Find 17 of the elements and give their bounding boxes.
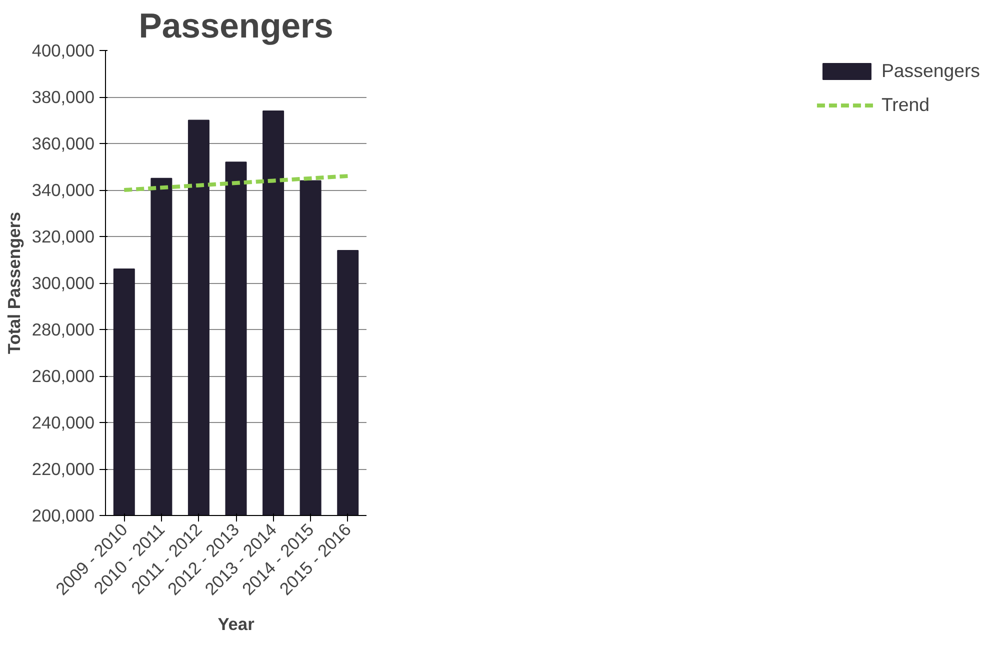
legend-label: Passengers	[881, 60, 980, 82]
x-axis-title: Year	[218, 614, 255, 634]
y-tick-label: 380,000	[32, 87, 95, 107]
y-axis-title: Total Passengers	[4, 212, 24, 354]
legend-label: Trend	[881, 94, 930, 116]
y-tick-label: 360,000	[32, 134, 95, 154]
y-tick-label: 240,000	[32, 412, 95, 432]
y-tick-label: 300,000	[32, 273, 95, 293]
y-tick-label: 280,000	[32, 320, 95, 340]
y-tick-label: 400,000	[32, 40, 95, 60]
y-tick-label: 200,000	[32, 506, 95, 526]
line-series	[122, 174, 350, 192]
y-tick-label: 260,000	[32, 366, 95, 386]
y-tick-label: 320,000	[32, 226, 95, 246]
chart-title: Passengers	[138, 8, 334, 46]
y-tick-label: 220,000	[32, 459, 95, 479]
y-tick-label: 340,000	[32, 180, 95, 200]
